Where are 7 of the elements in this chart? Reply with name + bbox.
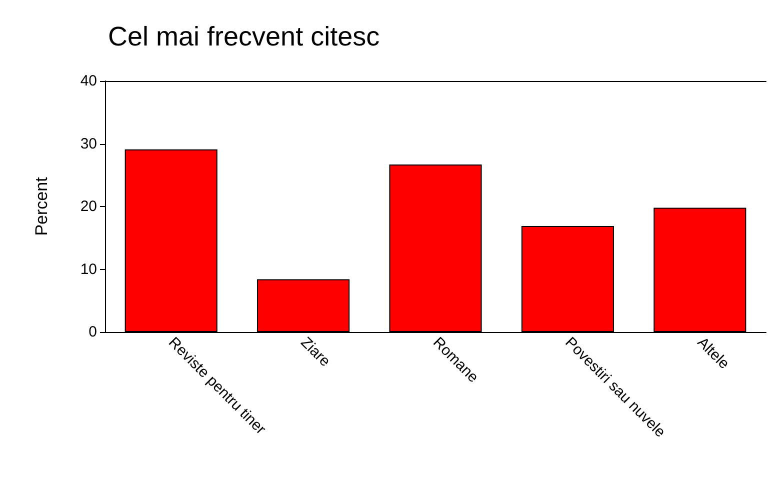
y-axis-title: Percent [32,176,51,236]
y-tick-label: 40 [80,72,97,90]
chart-title: Cel mai frecvent citesc [108,22,380,52]
y-tick-label: 20 [80,198,97,215]
y-tick-label: 30 [80,135,97,152]
y-tick-label: 10 [80,260,97,278]
y-tick-label: 0 [88,324,97,340]
